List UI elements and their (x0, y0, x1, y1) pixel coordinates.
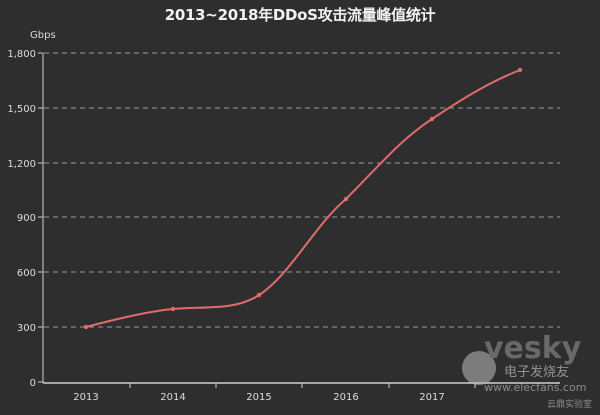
x-tick: 2014 (160, 392, 185, 403)
data-point[interactable] (256, 292, 262, 298)
watermark-brand: vesky (484, 331, 582, 366)
x-tick: 2017 (419, 392, 444, 403)
data-series (83, 67, 523, 330)
chart-title: 2013~2018年DDoS攻击流量峰值统计 (164, 6, 436, 24)
data-point[interactable] (170, 306, 176, 312)
data-point[interactable] (343, 196, 349, 202)
y-tick: 1,200 (7, 159, 36, 170)
data-point[interactable] (83, 324, 89, 330)
elecfans-logo-icon (462, 351, 496, 385)
y-axis-unit: Gbps (30, 30, 56, 41)
watermark-url: www.elecfans.com (484, 381, 587, 394)
watermark: vesky 电子发烧友 www.elecfans.com 云鼎实验室 (462, 331, 592, 411)
data-point[interactable] (517, 67, 523, 73)
data-point[interactable] (429, 116, 435, 122)
grid-lines (44, 52, 560, 328)
y-tick: 1,800 (7, 49, 36, 60)
x-tick: 2013 (73, 392, 98, 403)
y-tick: 900 (17, 213, 36, 224)
y-tick: 0 (30, 378, 36, 389)
y-tick: 300 (17, 323, 36, 334)
y-tick: 1,500 (7, 104, 36, 115)
x-tick: 2016 (333, 392, 358, 403)
watermark-lab: 云鼎实验室 (546, 400, 592, 410)
y-axis: 0 300 600 900 1,200 1,500 1,800 (7, 49, 44, 389)
x-tick: 2015 (246, 392, 271, 403)
watermark-site-name: 电子发烧友 (504, 365, 570, 380)
y-tick: 600 (17, 268, 36, 279)
